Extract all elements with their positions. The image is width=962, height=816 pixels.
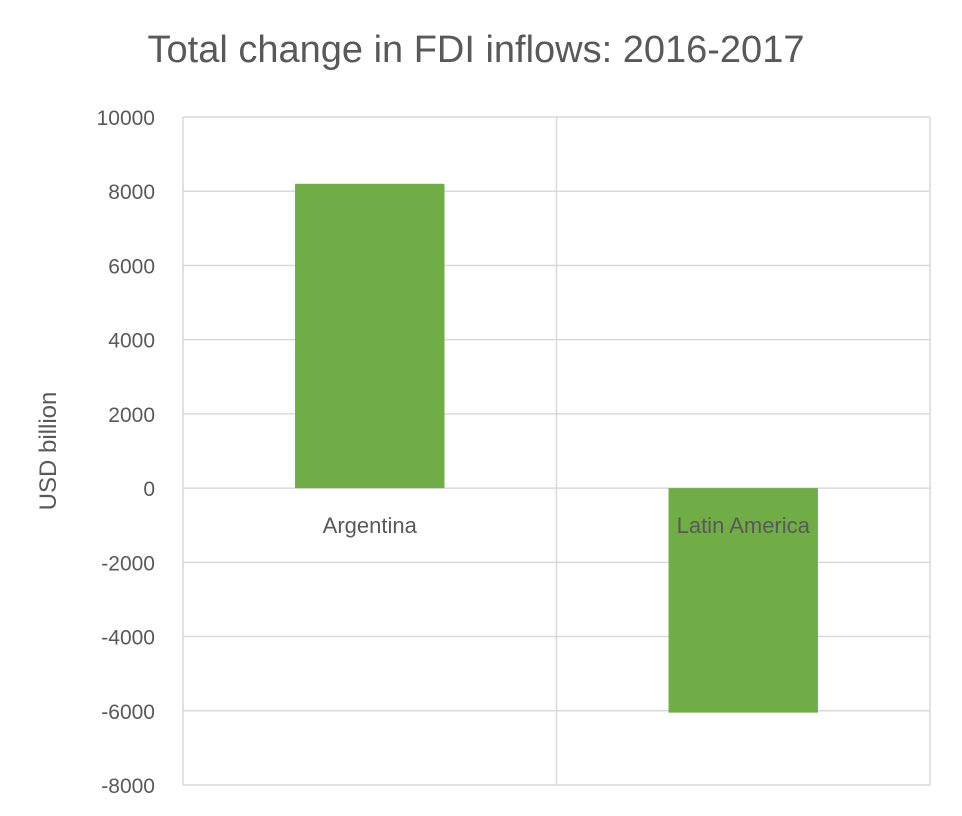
y-tick-label: 2000 (108, 404, 155, 427)
y-tick-label: -6000 (101, 701, 155, 724)
bar (668, 488, 818, 713)
y-tick-label: 6000 (108, 255, 155, 278)
y-tick-labels: -8000 -6000 -4000 -2000 0 2000 4000 6000 8000 100… (97, 107, 155, 798)
category-label: Argentina (323, 513, 418, 538)
y-tick-label: 10000 (97, 107, 155, 130)
chart-title: Total change in FDI inflows: 2016-2017 (148, 29, 805, 71)
y-tick-label: -2000 (101, 552, 155, 575)
y-tick-label: 8000 (108, 181, 155, 204)
y-axis-label: USD billion (35, 392, 62, 511)
y-tick-label: 4000 (108, 330, 155, 353)
y-tick-label: -8000 (101, 775, 155, 798)
bars (295, 183, 818, 713)
y-tick-label: -4000 (101, 627, 155, 650)
y-tick-label: 0 (143, 478, 155, 501)
category-labels: Argentina Latin America (323, 513, 811, 538)
bar (295, 183, 445, 489)
category-label: Latin America (677, 513, 811, 538)
